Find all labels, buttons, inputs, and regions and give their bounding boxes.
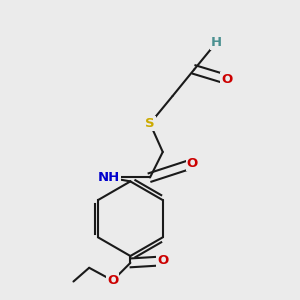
Text: O: O bbox=[221, 73, 232, 86]
Text: S: S bbox=[145, 117, 155, 130]
Text: NH: NH bbox=[98, 171, 120, 184]
Text: O: O bbox=[157, 254, 168, 267]
Text: O: O bbox=[107, 274, 118, 287]
Text: O: O bbox=[187, 157, 198, 170]
Text: H: H bbox=[211, 35, 222, 49]
